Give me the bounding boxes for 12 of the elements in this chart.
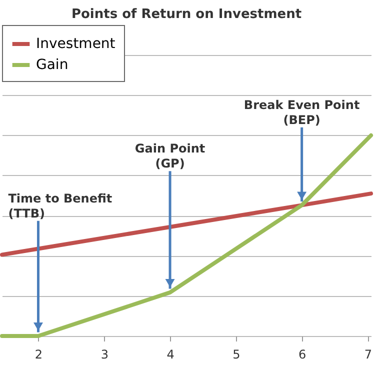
chart-title: Points of Return on Investment [71,7,302,22]
x-tick-label: 5 [232,348,240,362]
x-tick-label: 2 [34,348,43,362]
x-tick-label: 4 [166,348,174,362]
legend-label: Gain [36,57,68,73]
legend-label: Investment [36,36,116,52]
annotation: Gain Point (GP) [134,142,206,171]
annotation: Break Even Point (BEP) [244,98,360,127]
x-tick-label: 6 [298,348,306,362]
annotation: Time to Benefit (TTB) [8,191,112,220]
x-tick-label: 7 [364,348,372,362]
x-tick-label: 3 [100,348,108,362]
